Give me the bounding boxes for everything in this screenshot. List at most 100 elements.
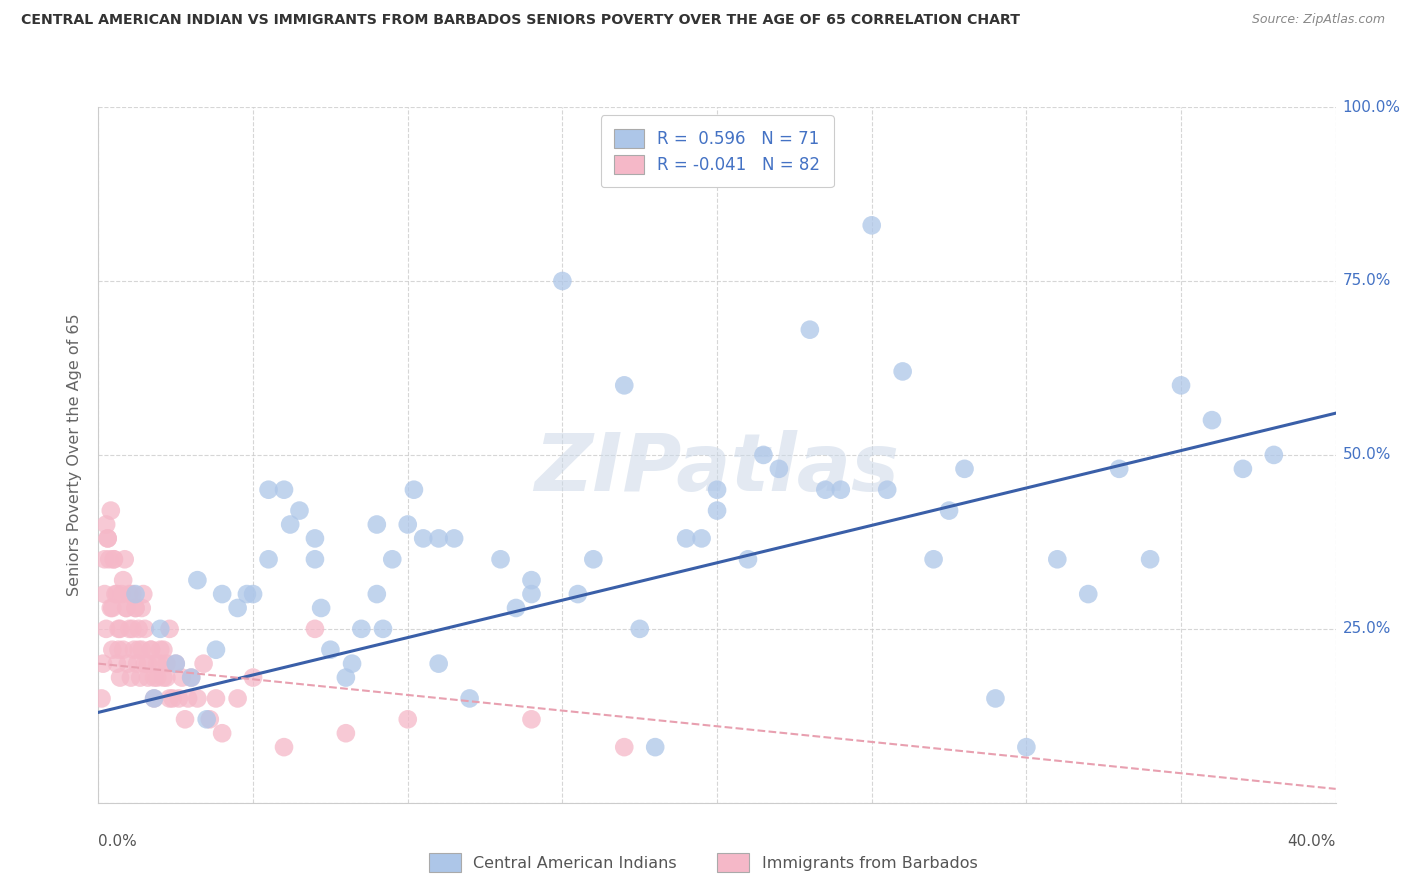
Point [876, 483, 898, 497]
Point [582, 552, 605, 566]
Point [96, 622, 118, 636]
Point [124, 587, 146, 601]
Point [124, 601, 146, 615]
Point [97, 532, 120, 546]
Point [105, 657, 128, 671]
Point [149, 622, 172, 636]
Point [177, 691, 200, 706]
Point [152, 671, 174, 685]
Point [136, 671, 159, 685]
Point [149, 642, 172, 657]
Point [165, 657, 187, 671]
Point [335, 671, 357, 685]
Point [107, 642, 129, 657]
Point [489, 552, 512, 566]
Point [278, 517, 301, 532]
Point [984, 691, 1007, 706]
Point [143, 691, 166, 706]
Point [186, 691, 208, 706]
Point [174, 712, 197, 726]
Point [211, 587, 233, 601]
Point [953, 462, 976, 476]
Point [737, 552, 759, 566]
Point [257, 552, 280, 566]
Point [860, 219, 883, 233]
Point [170, 671, 193, 685]
Point [1201, 413, 1223, 427]
Point [186, 573, 208, 587]
Text: 0.0%: 0.0% [98, 834, 138, 849]
Point [830, 483, 852, 497]
Point [799, 323, 821, 337]
Legend: Central American Indians, Immigrants from Barbados: Central American Indians, Immigrants fro… [420, 845, 986, 880]
Point [101, 642, 124, 657]
Point [340, 657, 363, 671]
Point [309, 601, 332, 615]
Point [114, 552, 136, 566]
Point [167, 691, 190, 706]
Point [149, 657, 172, 671]
Point [706, 503, 728, 517]
Point [139, 642, 162, 657]
Point [155, 657, 177, 671]
Point [131, 601, 153, 615]
Text: CENTRAL AMERICAN INDIAN VS IMMIGRANTS FROM BARBADOS SENIORS POVERTY OVER THE AGE: CENTRAL AMERICAN INDIAN VS IMMIGRANTS FR… [21, 13, 1021, 28]
Text: 40.0%: 40.0% [1288, 834, 1336, 849]
Point [551, 274, 574, 288]
Point [96, 517, 118, 532]
Point [128, 642, 150, 657]
Point [752, 448, 775, 462]
Point [242, 671, 264, 685]
Text: 50.0%: 50.0% [1343, 448, 1391, 462]
Point [520, 573, 543, 587]
Point [101, 601, 124, 615]
Point [458, 691, 481, 706]
Point [396, 517, 419, 532]
Point [129, 671, 152, 685]
Point [112, 573, 135, 587]
Point [195, 712, 218, 726]
Point [155, 671, 177, 685]
Point [111, 587, 132, 601]
Point [108, 622, 131, 636]
Point [412, 532, 434, 546]
Point [366, 517, 388, 532]
Point [117, 657, 139, 671]
Point [505, 601, 527, 615]
Point [427, 657, 450, 671]
Point [1077, 587, 1099, 601]
Point [107, 622, 129, 636]
Point [127, 657, 149, 671]
Point [128, 622, 150, 636]
Point [1170, 378, 1192, 392]
Point [198, 712, 221, 726]
Point [1263, 448, 1285, 462]
Point [366, 587, 388, 601]
Point [1232, 462, 1254, 476]
Point [205, 642, 228, 657]
Point [146, 671, 169, 685]
Point [162, 691, 184, 706]
Y-axis label: Seniors Poverty Over the Age of 65: Seniors Poverty Over the Age of 65 [67, 314, 83, 596]
Point [159, 622, 181, 636]
Point [226, 691, 249, 706]
Point [690, 532, 713, 546]
Point [891, 364, 914, 378]
Point [381, 552, 404, 566]
Point [1108, 462, 1130, 476]
Point [159, 691, 181, 706]
Point [242, 587, 264, 601]
Point [143, 691, 166, 706]
Point [613, 378, 636, 392]
Point [143, 671, 166, 685]
Point [922, 552, 945, 566]
Point [520, 712, 543, 726]
Point [115, 601, 138, 615]
Point [427, 532, 450, 546]
Point [273, 483, 295, 497]
Point [567, 587, 589, 601]
Point [115, 601, 138, 615]
Point [304, 622, 326, 636]
Point [193, 657, 215, 671]
Point [257, 483, 280, 497]
